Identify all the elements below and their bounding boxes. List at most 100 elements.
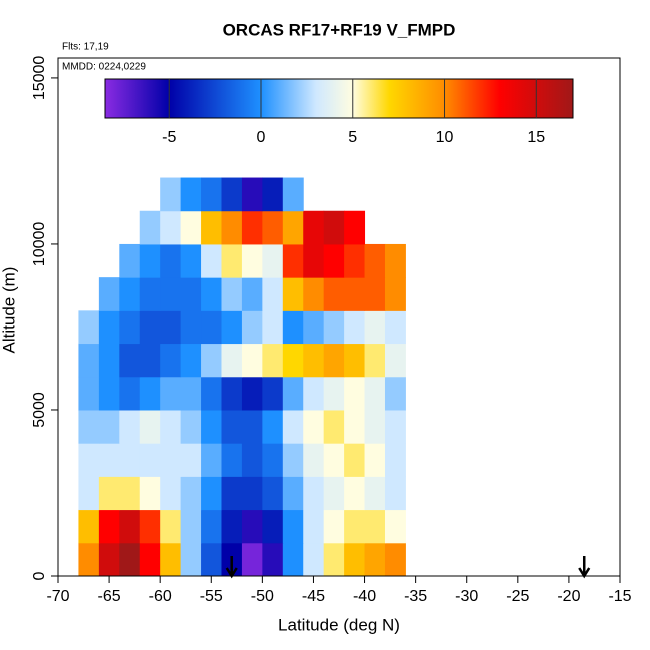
heat-cell	[160, 310, 182, 345]
heat-cell	[262, 542, 284, 577]
x-axis-label: Latitude (deg N)	[278, 615, 400, 634]
heat-cell	[201, 210, 222, 245]
x-tick-label: -50	[251, 588, 274, 605]
heat-cell	[344, 376, 366, 411]
heat-cell	[344, 509, 366, 544]
colorbar-tick-label: 10	[436, 129, 454, 146]
heat-cell	[241, 409, 263, 444]
heat-cell	[180, 443, 202, 477]
heat-cell	[282, 509, 304, 544]
y-tick-label: 0	[31, 571, 48, 580]
heat-cell	[139, 277, 161, 311]
heat-cell	[139, 376, 161, 411]
x-tick-label: -70	[46, 588, 69, 605]
x-tick-label: -25	[506, 588, 529, 605]
heat-cell	[78, 509, 100, 544]
heat-cell	[201, 476, 222, 511]
heat-cell	[364, 343, 386, 378]
heat-cell	[180, 343, 202, 378]
colorbar-tick-label: -5	[162, 129, 176, 146]
heat-cell	[384, 310, 406, 345]
heat-cell	[303, 210, 325, 245]
x-tick-label: -35	[404, 588, 427, 605]
heat-cell	[241, 509, 263, 544]
heat-cell	[241, 443, 263, 477]
heat-cell	[201, 376, 222, 411]
heat-cell	[323, 343, 345, 378]
heat-cell	[323, 542, 345, 577]
chart-title: ORCAS RF17+RF19 V_FMPD	[223, 20, 456, 39]
heat-cell	[139, 243, 161, 278]
heat-cell	[98, 310, 120, 345]
heat-cell	[201, 509, 222, 544]
heat-cell	[364, 376, 386, 411]
heat-cell	[323, 243, 345, 278]
heat-cell	[241, 542, 263, 577]
heat-cell	[221, 343, 243, 378]
heat-cell	[344, 210, 366, 245]
heat-cell	[282, 542, 304, 577]
heat-cell	[344, 277, 366, 311]
heat-cell	[139, 343, 161, 378]
heat-cell	[119, 343, 141, 378]
heat-cell	[160, 210, 182, 245]
heat-cell	[180, 376, 202, 411]
heat-cell	[241, 243, 263, 278]
heat-cell	[180, 243, 202, 278]
heat-cell	[160, 476, 182, 511]
heat-cell	[221, 277, 243, 311]
heat-cell	[384, 476, 406, 511]
heat-cell	[78, 310, 100, 345]
heat-cell	[364, 310, 386, 345]
x-tick-label: -55	[200, 588, 223, 605]
x-tick-label: -45	[302, 588, 325, 605]
heat-cell	[201, 177, 222, 212]
heat-cell	[303, 277, 325, 311]
heat-cell	[262, 443, 284, 477]
heat-cell	[160, 177, 182, 212]
heat-cell	[160, 542, 182, 577]
heat-cell	[364, 409, 386, 444]
heat-cell	[384, 243, 406, 278]
heat-cell	[241, 343, 263, 378]
heat-cell	[180, 210, 202, 245]
heat-cell	[98, 476, 120, 511]
heat-cell	[282, 177, 304, 212]
heat-cell	[344, 476, 366, 511]
heat-cell	[282, 277, 304, 311]
heat-cell	[221, 443, 243, 477]
heat-cell	[384, 409, 406, 444]
x-tick-label: -30	[455, 588, 478, 605]
heat-cell	[78, 343, 100, 378]
heat-cell	[119, 243, 141, 278]
heat-cell	[262, 509, 284, 544]
heat-cell	[139, 310, 161, 345]
annotation: MMDD: 0224,0229	[62, 62, 146, 73]
heat-cell	[180, 476, 202, 511]
heat-cell	[160, 509, 182, 544]
heat-cell	[241, 210, 263, 245]
x-tick-label: -40	[353, 588, 376, 605]
heat-cell	[262, 376, 284, 411]
heat-cell	[139, 443, 161, 477]
x-tick-label: -15	[608, 588, 631, 605]
heat-cell	[221, 509, 243, 544]
heat-cell	[98, 343, 120, 378]
heat-cell	[241, 177, 263, 212]
heat-cell	[282, 210, 304, 245]
x-tick-label: -20	[557, 588, 580, 605]
heat-cell	[323, 476, 345, 511]
colorbar-tick-label: 15	[527, 129, 545, 146]
heat-cell	[344, 409, 366, 444]
heat-cell	[201, 343, 222, 378]
plot-frame	[57, 57, 621, 577]
heat-cell	[282, 476, 304, 511]
heat-cell	[241, 310, 263, 345]
heat-cell	[364, 542, 386, 577]
heat-cell	[384, 443, 406, 477]
heat-cell	[384, 509, 406, 544]
x-tick-label: -65	[98, 588, 121, 605]
heat-cell	[344, 310, 366, 345]
heat-cell	[384, 376, 406, 411]
heat-cell	[180, 277, 202, 311]
